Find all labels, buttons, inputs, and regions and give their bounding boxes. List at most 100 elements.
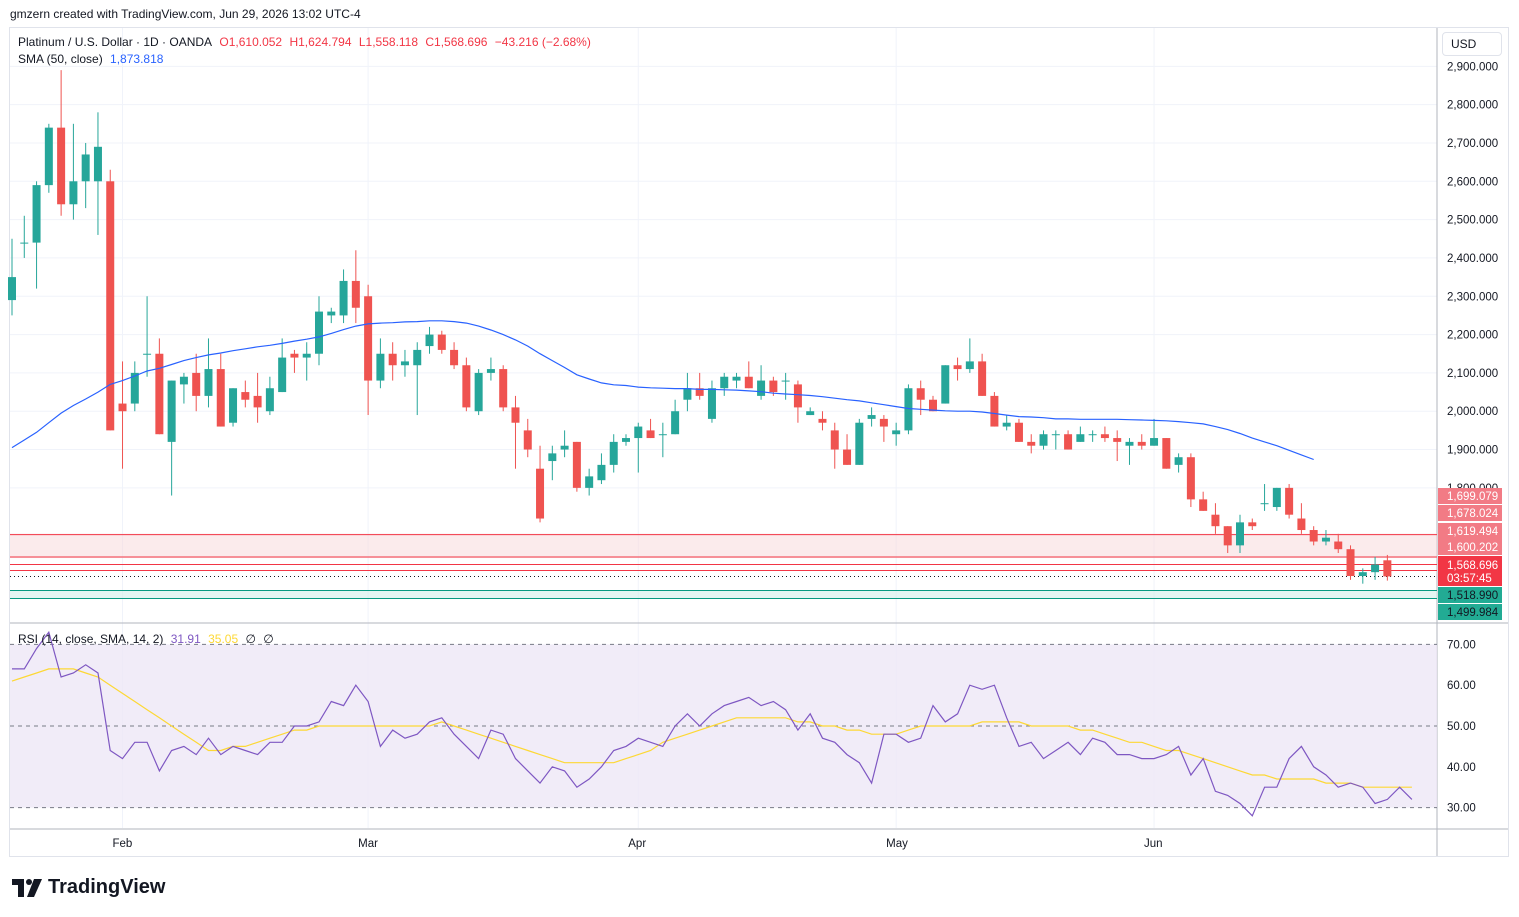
candle-up[interactable] xyxy=(671,411,680,435)
candle-up[interactable] xyxy=(658,434,667,436)
candle-up[interactable] xyxy=(339,280,348,316)
candle-down[interactable] xyxy=(695,388,704,396)
candle-up[interactable] xyxy=(413,349,422,366)
candle-up[interactable] xyxy=(904,388,913,431)
candle-down[interactable] xyxy=(216,369,225,427)
candle-up[interactable] xyxy=(20,242,29,244)
candle-up[interactable] xyxy=(560,445,569,450)
candle-up[interactable] xyxy=(1125,441,1134,446)
candle-up[interactable] xyxy=(892,430,901,435)
candle-down[interactable] xyxy=(843,449,852,465)
candle-up[interactable] xyxy=(548,453,557,462)
candle-up[interactable] xyxy=(474,372,483,412)
candle-up[interactable] xyxy=(1358,572,1367,577)
candle-down[interactable] xyxy=(523,430,532,450)
candle-down[interactable] xyxy=(499,369,508,408)
candle-down[interactable] xyxy=(450,349,459,366)
candle-up[interactable] xyxy=(8,277,16,301)
candle-down[interactable] xyxy=(916,388,925,400)
candle-down[interactable] xyxy=(1113,438,1122,442)
candle-down[interactable] xyxy=(929,399,937,412)
currency-button[interactable]: USD xyxy=(1442,32,1502,56)
candle-up[interactable] xyxy=(1236,522,1244,546)
candle-down[interactable] xyxy=(536,468,545,519)
candle-up[interactable] xyxy=(867,415,876,419)
candle-up[interactable] xyxy=(315,311,323,354)
candle-up[interactable] xyxy=(732,376,741,381)
candle-up[interactable] xyxy=(1002,422,1011,427)
candle-down[interactable] xyxy=(388,353,397,366)
rsi-label[interactable]: RSI (14, close, SMA, 14, 2) xyxy=(18,632,164,646)
candle-up[interactable] xyxy=(265,388,274,412)
candle-down[interactable] xyxy=(830,430,839,450)
candle-up[interactable] xyxy=(143,353,152,355)
candle-up[interactable] xyxy=(69,181,78,205)
candle-up[interactable] xyxy=(965,361,974,370)
candle-up[interactable] xyxy=(1076,434,1085,442)
candle-up[interactable] xyxy=(1272,487,1281,508)
candle-up[interactable] xyxy=(806,411,815,416)
candle-down[interactable] xyxy=(769,380,778,393)
candle-up[interactable] xyxy=(941,365,950,404)
candle-down[interactable] xyxy=(155,353,164,435)
candle-up[interactable] xyxy=(1371,564,1380,573)
candle-up[interactable] xyxy=(609,441,618,465)
candle-down[interactable] xyxy=(1100,434,1109,439)
candle-up[interactable] xyxy=(634,426,643,439)
candle-down[interactable] xyxy=(1027,441,1036,446)
candle-down[interactable] xyxy=(511,407,520,423)
candle-up[interactable] xyxy=(93,146,102,182)
candle-up[interactable] xyxy=(376,353,385,381)
candle-down[interactable] xyxy=(1334,541,1343,550)
candle-up[interactable] xyxy=(81,154,90,182)
candle-down[interactable] xyxy=(1211,514,1220,527)
candle-down[interactable] xyxy=(978,361,987,396)
candle-down[interactable] xyxy=(1199,499,1208,511)
candle-up[interactable] xyxy=(302,353,311,358)
candle-down[interactable] xyxy=(1383,560,1392,577)
candle-down[interactable] xyxy=(879,418,888,427)
candle-up[interactable] xyxy=(720,376,729,389)
candle-down[interactable] xyxy=(118,403,127,412)
candle-up[interactable] xyxy=(278,357,287,393)
candle-down[interactable] xyxy=(364,296,373,381)
candle-down[interactable] xyxy=(646,430,655,439)
candle-up[interactable] xyxy=(327,311,336,316)
candle-down[interactable] xyxy=(57,127,66,205)
candle-up[interactable] xyxy=(204,369,213,396)
candle-down[interactable] xyxy=(1162,438,1171,469)
candle-down[interactable] xyxy=(1223,526,1232,546)
candle-up[interactable] xyxy=(855,422,864,465)
candle-down[interactable] xyxy=(1014,422,1023,442)
candle-up[interactable] xyxy=(1150,438,1159,446)
candle-up[interactable] xyxy=(486,369,495,373)
candle-down[interactable] xyxy=(290,353,299,358)
candle-down[interactable] xyxy=(437,334,446,350)
candle-up[interactable] xyxy=(683,388,692,400)
candle-down[interactable] xyxy=(990,395,999,427)
candle-down[interactable] xyxy=(572,441,581,488)
candle-up[interactable] xyxy=(1088,434,1097,436)
candle-up[interactable] xyxy=(400,361,409,366)
candle-down[interactable] xyxy=(1064,434,1073,450)
candle-down[interactable] xyxy=(744,376,753,389)
candle-down[interactable] xyxy=(253,395,262,408)
candle-up[interactable] xyxy=(781,380,790,382)
candle-down[interactable] xyxy=(1297,518,1306,531)
candle-up[interactable] xyxy=(167,380,176,442)
candle-down[interactable] xyxy=(1346,549,1355,577)
candle-up[interactable] xyxy=(707,388,716,419)
candle-down[interactable] xyxy=(241,392,250,400)
candle-up[interactable] xyxy=(757,380,766,396)
candle-down[interactable] xyxy=(1186,457,1195,500)
candle-up[interactable] xyxy=(179,376,188,385)
candle-down[interactable] xyxy=(351,280,360,308)
candle-down[interactable] xyxy=(192,372,201,396)
candle-up[interactable] xyxy=(130,372,139,404)
candle-up[interactable] xyxy=(1174,457,1183,465)
sma-label[interactable]: SMA (50, close) xyxy=(18,52,103,66)
candle-up[interactable] xyxy=(585,476,594,488)
candle-down[interactable] xyxy=(1309,530,1318,542)
candle-down[interactable] xyxy=(106,181,115,431)
